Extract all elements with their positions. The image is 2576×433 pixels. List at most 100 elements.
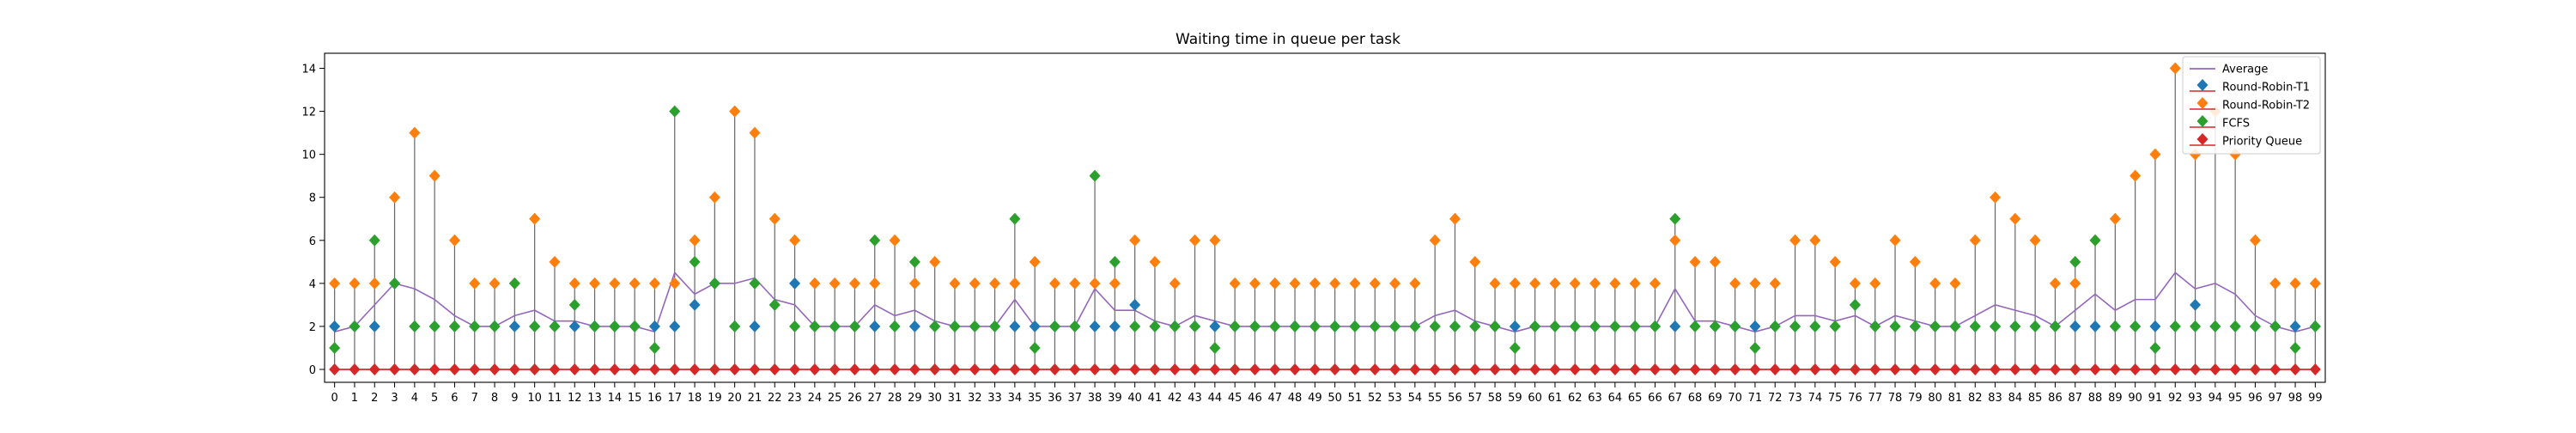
x-tick-label: 31 bbox=[948, 392, 963, 405]
x-tick-label: 8 bbox=[491, 392, 498, 405]
data-point bbox=[1309, 320, 1321, 332]
data-point bbox=[1469, 255, 1481, 268]
data-point bbox=[1029, 363, 1041, 375]
x-tick-label: 48 bbox=[1288, 392, 1303, 405]
x-tick-label: 9 bbox=[511, 392, 518, 405]
data-point bbox=[1449, 363, 1461, 375]
data-point bbox=[1969, 363, 1981, 375]
x-tick-label: 57 bbox=[1467, 392, 1482, 405]
data-point bbox=[2109, 212, 2121, 225]
data-point bbox=[409, 320, 421, 332]
data-point bbox=[428, 169, 440, 182]
plot-frame bbox=[324, 52, 2326, 383]
x-tick-label: 19 bbox=[708, 392, 722, 405]
data-point bbox=[2109, 320, 2121, 332]
data-point bbox=[2289, 363, 2301, 375]
data-point bbox=[869, 363, 881, 375]
data-point bbox=[789, 277, 801, 290]
data-point bbox=[689, 363, 701, 375]
x-tick-label: 80 bbox=[1928, 392, 1942, 405]
data-point bbox=[2129, 169, 2142, 182]
data-point bbox=[568, 363, 580, 375]
data-point bbox=[2009, 212, 2021, 225]
data-point bbox=[409, 126, 421, 139]
data-point bbox=[1369, 320, 1381, 332]
x-tick-label: 70 bbox=[1728, 392, 1742, 405]
data-point bbox=[1489, 363, 1501, 375]
data-point bbox=[648, 277, 660, 290]
legend-item: Round-Robin-T2 bbox=[2190, 97, 2310, 113]
x-tick-label: 73 bbox=[1788, 392, 1802, 405]
x-tick-label: 0 bbox=[331, 392, 338, 405]
data-point bbox=[889, 363, 901, 375]
x-tick-label: 88 bbox=[2088, 392, 2103, 405]
x-tick-label: 6 bbox=[451, 392, 458, 405]
data-point bbox=[929, 320, 941, 332]
x-tick-label: 3 bbox=[391, 392, 398, 405]
data-point bbox=[549, 320, 561, 332]
x-tick-label: 89 bbox=[2108, 392, 2123, 405]
data-point bbox=[829, 277, 841, 290]
data-point bbox=[1689, 363, 1701, 375]
data-point bbox=[749, 363, 761, 375]
x-tick-label: 85 bbox=[2028, 392, 2043, 405]
data-point bbox=[1309, 363, 1321, 375]
x-tick-label: 74 bbox=[1808, 392, 1823, 405]
x-tick-label: 58 bbox=[1488, 392, 1503, 405]
data-point bbox=[1209, 234, 1221, 247]
data-point bbox=[2249, 320, 2261, 332]
data-point bbox=[648, 341, 660, 354]
x-tick-label: 41 bbox=[1148, 392, 1163, 405]
x-tick-label: 28 bbox=[888, 392, 902, 405]
x-tick-label: 96 bbox=[2248, 392, 2263, 405]
legend-marker-swatch bbox=[2196, 79, 2208, 91]
data-point bbox=[469, 320, 481, 332]
data-point bbox=[428, 320, 440, 332]
data-point bbox=[989, 277, 1001, 290]
data-point bbox=[1969, 234, 1981, 247]
data-point bbox=[1409, 363, 1421, 375]
data-point bbox=[2229, 320, 2241, 332]
data-point bbox=[1629, 277, 1641, 290]
data-point bbox=[508, 320, 520, 332]
data-point bbox=[2190, 298, 2202, 311]
data-point bbox=[1889, 234, 1901, 247]
data-point bbox=[2089, 320, 2101, 332]
data-point bbox=[409, 363, 421, 375]
data-point bbox=[1349, 277, 1361, 290]
data-point bbox=[448, 363, 460, 375]
data-point bbox=[1009, 212, 1021, 225]
data-point bbox=[1109, 363, 1121, 375]
data-point bbox=[1469, 320, 1481, 332]
data-point bbox=[729, 320, 741, 332]
data-point bbox=[1609, 277, 1621, 290]
data-point bbox=[1649, 363, 1661, 375]
data-point bbox=[829, 320, 841, 332]
x-tick-label: 44 bbox=[1208, 392, 1223, 405]
x-tick-label: 13 bbox=[587, 392, 602, 405]
x-tick-label: 18 bbox=[688, 392, 702, 405]
x-tick-label: 16 bbox=[647, 392, 662, 405]
data-point bbox=[989, 363, 1001, 375]
legend-marker-swatch bbox=[2196, 97, 2208, 109]
y-tick-label: 0 bbox=[309, 364, 316, 377]
data-point bbox=[1749, 363, 1761, 375]
data-point bbox=[789, 234, 801, 247]
data-point bbox=[1209, 320, 1221, 332]
series-priority-queue bbox=[329, 363, 2321, 375]
x-tick-label: 23 bbox=[787, 392, 802, 405]
data-point bbox=[1069, 277, 1081, 290]
data-point bbox=[1249, 277, 1261, 290]
y-tick-label: 12 bbox=[301, 107, 316, 119]
average-line-group bbox=[334, 271, 2316, 333]
legend-label: Priority Queue bbox=[2222, 136, 2302, 149]
data-point bbox=[1990, 191, 2002, 204]
x-tick-label: 27 bbox=[867, 392, 882, 405]
data-point bbox=[1649, 320, 1661, 332]
data-point bbox=[2009, 363, 2021, 375]
data-point bbox=[2129, 363, 2142, 375]
x-tick-label: 47 bbox=[1267, 392, 1282, 405]
data-point bbox=[1389, 363, 1401, 375]
data-point bbox=[1469, 363, 1481, 375]
data-point bbox=[629, 363, 641, 375]
